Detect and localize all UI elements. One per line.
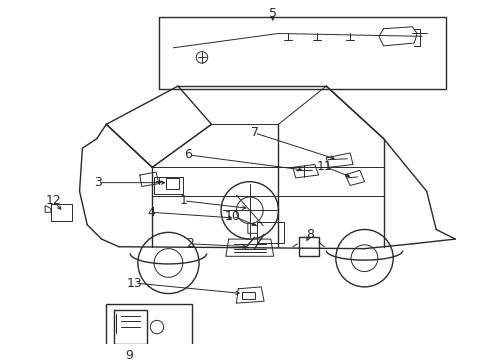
Text: 12: 12	[46, 194, 61, 207]
Text: 1: 1	[180, 194, 187, 207]
Text: 4: 4	[147, 206, 155, 219]
Text: 3: 3	[94, 176, 102, 189]
Text: 7: 7	[250, 126, 258, 139]
Bar	[165, 178, 179, 189]
Text: 9: 9	[125, 349, 133, 360]
Bar	[51, 204, 72, 221]
Bar	[299, 237, 318, 256]
Bar	[154, 177, 183, 194]
Bar	[257, 222, 284, 243]
Bar	[106, 304, 192, 350]
Text: 8: 8	[305, 228, 313, 241]
Text: 11: 11	[316, 160, 331, 173]
Text: 5: 5	[268, 7, 276, 20]
Text: 13: 13	[127, 276, 142, 289]
Text: 6: 6	[184, 148, 192, 161]
Bar	[114, 310, 147, 344]
Text: 10: 10	[224, 210, 240, 222]
Bar	[242, 292, 255, 299]
Polygon shape	[45, 206, 51, 212]
Text: 2: 2	[186, 237, 194, 250]
Polygon shape	[247, 223, 257, 233]
Bar	[159, 17, 445, 89]
